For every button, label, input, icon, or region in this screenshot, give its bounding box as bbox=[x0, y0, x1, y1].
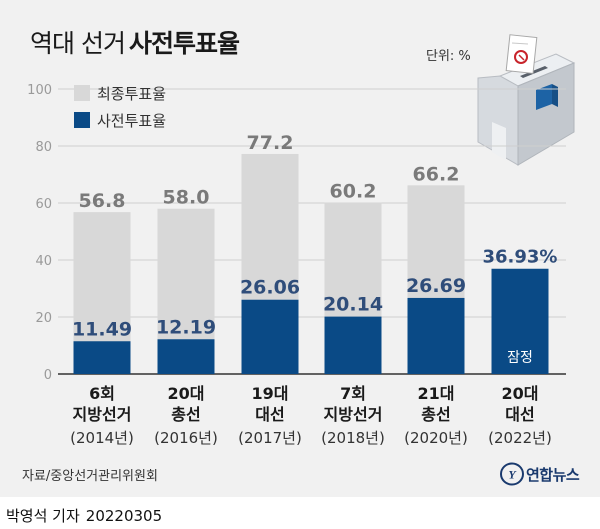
category-sublabel: 대선 bbox=[255, 405, 284, 424]
byline: 박영석 기자 20220305 bbox=[6, 505, 162, 526]
category-year: (2022년) bbox=[488, 429, 552, 447]
total-turnout-label: 56.8 bbox=[79, 190, 126, 212]
category-label: 21대 bbox=[418, 384, 455, 403]
early-turnout-bar bbox=[241, 299, 299, 374]
early-turnout-label: 12.19 bbox=[156, 316, 216, 338]
early-turnout-label: 11.49 bbox=[72, 318, 132, 340]
early-turnout-bar bbox=[324, 316, 382, 374]
early-turnout-label: 20.14 bbox=[323, 294, 383, 316]
category-year: (2014년) bbox=[70, 429, 134, 447]
y-tick-label: 0 bbox=[44, 368, 52, 383]
page-title: 역대 선거 사전투표율 bbox=[30, 24, 240, 60]
legend-swatch bbox=[74, 85, 90, 101]
title-main: 사전투표율 bbox=[128, 29, 240, 58]
category-label: 20대 bbox=[168, 384, 205, 403]
early-turnout-label: 26.69 bbox=[406, 275, 466, 297]
category-label: 20대 bbox=[502, 384, 539, 403]
total-turnout-label: 66.2 bbox=[413, 163, 460, 185]
category-year: (2017년) bbox=[238, 429, 302, 447]
category-sublabel: 총선 bbox=[421, 405, 450, 424]
category-sublabel: 총선 bbox=[171, 405, 200, 424]
category-sublabel: 지방선거 bbox=[73, 405, 132, 424]
early-turnout-bar bbox=[407, 297, 465, 374]
category-label: 19대 bbox=[252, 384, 289, 403]
category-label: 7회 bbox=[340, 384, 366, 403]
y-tick-label: 100 bbox=[27, 83, 52, 98]
legend-label: 최종투표율 bbox=[97, 85, 166, 103]
total-turnout-label: 77.2 bbox=[247, 132, 294, 154]
early-turnout-label: 36.93% bbox=[483, 247, 558, 268]
yonhap-logo: Y 연합뉴스 bbox=[500, 460, 580, 488]
legend-label: 사전투표율 bbox=[97, 112, 166, 130]
category-sublabel: 대선 bbox=[505, 405, 534, 424]
early-turnout-label: 26.06 bbox=[240, 277, 300, 299]
category-year: (2016년) bbox=[154, 429, 218, 447]
logo-text: 연합뉴스 bbox=[526, 465, 580, 484]
yonhap-logo-icon: Y bbox=[500, 462, 524, 486]
legend-swatch bbox=[74, 112, 90, 128]
infographic-card: 역대 선거 사전투표율 단위: % 0 20 40 60 80 100 최종투표율 사전투표율… bbox=[0, 0, 600, 497]
category-label: 6회 bbox=[89, 384, 115, 403]
provisional-annotation: 잠정 bbox=[507, 350, 533, 366]
category-year: (2018년) bbox=[321, 429, 385, 447]
unit-label: 단위: % bbox=[426, 49, 471, 64]
y-tick-label: 80 bbox=[35, 140, 52, 155]
y-tick-label: 40 bbox=[35, 254, 52, 269]
category-sublabel: 지방선거 bbox=[324, 405, 383, 424]
byline-date: 20220305 bbox=[85, 507, 163, 525]
early-turnout-bar bbox=[491, 268, 549, 374]
total-turnout-label: 58.0 bbox=[163, 187, 210, 209]
early-turnout-bar bbox=[157, 339, 215, 374]
y-tick-label: 60 bbox=[35, 197, 52, 212]
total-turnout-label: 60.2 bbox=[330, 180, 377, 202]
logo-mark: Y bbox=[508, 468, 517, 482]
title-prefix: 역대 선거 bbox=[30, 29, 126, 58]
source-note: 자료/중앙선거관리위원회 bbox=[22, 469, 158, 484]
y-tick-label: 20 bbox=[35, 311, 52, 326]
byline-author: 박영석 기자 bbox=[6, 507, 80, 525]
category-year: (2020년) bbox=[404, 429, 468, 447]
ballot-box-icon bbox=[477, 34, 576, 166]
early-turnout-bar bbox=[73, 341, 131, 374]
